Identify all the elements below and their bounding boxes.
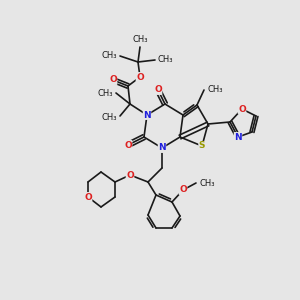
Text: O: O <box>179 185 187 194</box>
Text: CH₃: CH₃ <box>101 52 117 61</box>
Text: N: N <box>234 133 242 142</box>
Text: O: O <box>154 85 162 94</box>
Text: N: N <box>158 143 166 152</box>
Text: CH₃: CH₃ <box>98 88 113 98</box>
Text: O: O <box>84 193 92 202</box>
Text: O: O <box>136 73 144 82</box>
Text: CH₃: CH₃ <box>101 112 117 122</box>
Text: CH₃: CH₃ <box>208 85 224 94</box>
Text: N: N <box>143 110 151 119</box>
Text: CH₃: CH₃ <box>132 35 148 44</box>
Text: O: O <box>109 76 117 85</box>
Text: O: O <box>238 104 246 113</box>
Text: CH₃: CH₃ <box>158 56 173 64</box>
Text: O: O <box>124 140 132 149</box>
Text: S: S <box>199 142 205 151</box>
Text: CH₃: CH₃ <box>199 178 214 188</box>
Text: O: O <box>126 170 134 179</box>
